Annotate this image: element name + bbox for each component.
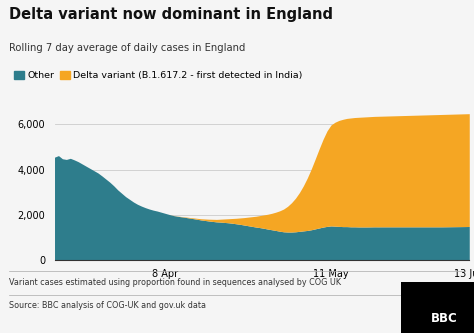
Text: Rolling 7 day average of daily cases in England: Rolling 7 day average of daily cases in … [9, 43, 246, 53]
Text: Delta variant now dominant in England: Delta variant now dominant in England [9, 7, 334, 22]
Text: BBC: BBC [431, 312, 457, 325]
Legend: Other, Delta variant (B.1.617.2 - first detected in India): Other, Delta variant (B.1.617.2 - first … [14, 71, 303, 81]
Text: Variant cases estimated using proportion found in sequences analysed by COG UK: Variant cases estimated using proportion… [9, 278, 341, 287]
Text: Source: BBC analysis of COG-UK and gov.uk data: Source: BBC analysis of COG-UK and gov.u… [9, 301, 207, 310]
